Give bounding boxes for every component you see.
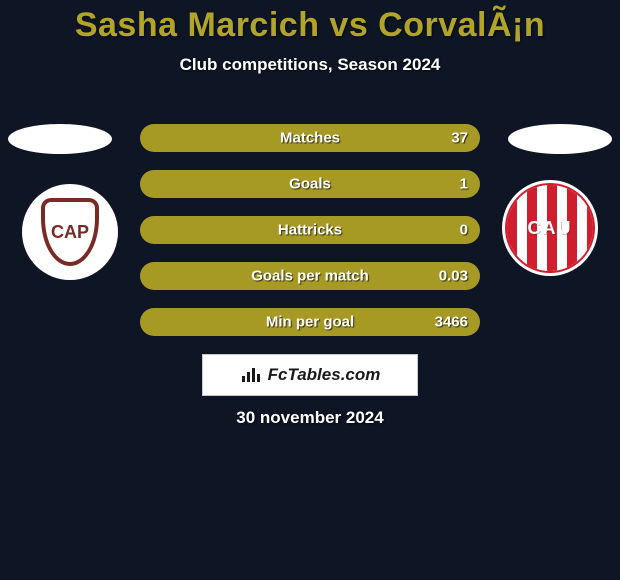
page-title: Sasha Marcich vs CorvalÃ¡n [0, 0, 620, 45]
stat-label: Goals per match [251, 268, 369, 285]
club-badge-left: CAP [22, 184, 118, 280]
stat-value: 37 [451, 130, 468, 147]
stat-label: Matches [280, 130, 340, 147]
player-silhouette-right [508, 124, 612, 154]
player-silhouette-left [8, 124, 112, 154]
club-badge-right-text: CAU [528, 218, 573, 239]
watermark: FcTables.com [202, 354, 418, 396]
stat-row: Hattricks 0 [140, 216, 480, 244]
stat-row: Goals per match 0.03 [140, 262, 480, 290]
watermark-text: FcTables.com [268, 365, 381, 385]
stat-label: Hattricks [278, 222, 342, 239]
stat-value: 3466 [435, 314, 468, 331]
stat-value: 0.03 [439, 268, 468, 285]
stat-value: 0 [460, 222, 468, 239]
stat-label: Min per goal [266, 314, 354, 331]
comparison-infographic: Sasha Marcich vs CorvalÃ¡n Club competit… [0, 0, 620, 580]
stat-row: Goals 1 [140, 170, 480, 198]
page-subtitle: Club competitions, Season 2024 [0, 55, 620, 75]
stat-value: 1 [460, 176, 468, 193]
club-badge-right: CAU [502, 180, 598, 276]
stat-row: Matches 37 [140, 124, 480, 152]
club-badge-right-circle: CAU [505, 183, 595, 273]
stat-row: Min per goal 3466 [140, 308, 480, 336]
bar-chart-icon [240, 366, 262, 384]
club-badge-left-text: CAP [51, 222, 89, 243]
stats-area: Matches 37 Goals 1 Hattricks 0 Goals per… [140, 124, 480, 354]
club-badge-left-shield: CAP [41, 198, 99, 266]
footer-date: 30 november 2024 [0, 408, 620, 428]
stat-label: Goals [289, 176, 331, 193]
